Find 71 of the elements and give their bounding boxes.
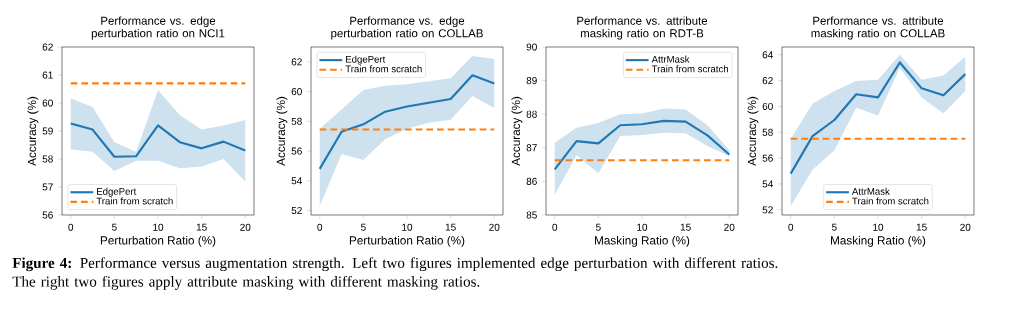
y-tick-label: 62	[291, 58, 302, 66]
chart-title: Performance vs. edge perturbation ratio on COLLAB	[331, 16, 483, 40]
legend-label: Train from scratch	[852, 197, 929, 205]
x-tick-label: 10	[153, 223, 164, 231]
x-tick-label: 0	[317, 223, 323, 231]
y-tick-label: 62	[42, 43, 53, 51]
y-tick-label: 60	[762, 102, 773, 110]
x-tick-label: 10	[873, 223, 884, 231]
legend-label: EdgePert	[346, 55, 386, 65]
y-tick-label: 52	[291, 206, 302, 215]
x-axis-title: Perturbation Ratio (%)	[100, 235, 216, 247]
y-tick-label: 52	[762, 206, 773, 214]
x-axis-title: Masking Ratio (%)	[831, 235, 926, 247]
x-tick-label: 20	[240, 223, 251, 231]
x-tick-label: 10	[637, 223, 648, 231]
x-tick-label: 15	[445, 223, 456, 231]
y-tick-label: 56	[291, 147, 302, 155]
legend-label: Train from scratch	[345, 65, 422, 73]
x-tick-label: 0	[552, 223, 558, 231]
y-tick-label: 58	[762, 128, 773, 136]
y-tick-label: 86	[526, 177, 537, 185]
x-tick-label: 0	[68, 223, 74, 231]
y-axis-title: Accuracy (%)	[27, 96, 39, 166]
x-tick-label: 0	[788, 223, 794, 231]
y-tick-label: 54	[291, 177, 303, 185]
y-tick-label: 90	[526, 43, 537, 51]
y-tick-label: 58	[291, 117, 302, 125]
text: Figure 4: Performance versus augmentation strength. Left two figures implemented edge perturbation with different ratios. The right two figures apply attribute masking with different masking ratios.	[12, 257, 778, 290]
x-tick-label: 15	[680, 223, 691, 231]
x-tick-label: 5	[831, 223, 837, 231]
y-tick-label: 58	[42, 155, 53, 163]
y-axis-title: Accuracy (%)	[276, 96, 288, 166]
y-tick-label: 57	[42, 183, 53, 191]
line-series	[553, 119, 731, 171]
y-tick-label: 56	[762, 154, 773, 162]
legend-label: AttrMask	[651, 55, 690, 63]
x-tick-label: 15	[196, 223, 207, 231]
line-series	[318, 74, 496, 170]
legend-label: Train from scratch	[651, 65, 728, 73]
legend-label: Train from scratch	[96, 197, 173, 205]
y-tick-label: 64	[762, 51, 773, 59]
line-series	[789, 61, 967, 175]
y-tick-label: 88	[526, 110, 537, 118]
y-tick-label: 85	[526, 211, 537, 219]
y-axis-title: Accuracy (%)	[511, 96, 523, 166]
y-tick-label: 60	[291, 88, 302, 96]
x-axis-title: Perturbation Ratio (%)	[349, 235, 465, 247]
x-tick-label: 20	[489, 223, 500, 231]
chart-title: Performance vs. edge perturbation ratio on NCI1	[91, 16, 225, 40]
x-axis-title: Masking Ratio (%)	[595, 235, 690, 247]
y-tick-label: 56	[42, 211, 53, 219]
x-tick-label: 20	[960, 223, 971, 231]
x-tick-label: 5	[595, 223, 601, 231]
chart-title: Performance vs. attribute masking ratio on RDT-B	[577, 16, 708, 40]
line-series	[69, 122, 247, 158]
chart-title: Performance vs. attribute masking ratio on COLLAB	[811, 16, 945, 40]
x-tick-label: 5	[360, 223, 366, 231]
y-tick-label: 62	[762, 77, 773, 85]
legend-label: EdgePert	[97, 187, 137, 197]
x-tick-label: 10	[402, 223, 413, 231]
legend-label: AttrMask	[851, 187, 890, 195]
y-tick-label: 60	[42, 99, 53, 107]
y-tick-label: 54	[762, 180, 773, 188]
y-tick-label: 59	[42, 127, 53, 135]
x-tick-label: 20	[724, 223, 735, 231]
x-tick-label: 15	[916, 223, 927, 231]
y-tick-label: 87	[526, 144, 537, 152]
y-axis-title: Accuracy (%)	[747, 96, 759, 166]
x-tick-label: 5	[111, 223, 117, 231]
y-tick-label: 61	[42, 71, 53, 79]
y-tick-label: 89	[526, 77, 537, 85]
